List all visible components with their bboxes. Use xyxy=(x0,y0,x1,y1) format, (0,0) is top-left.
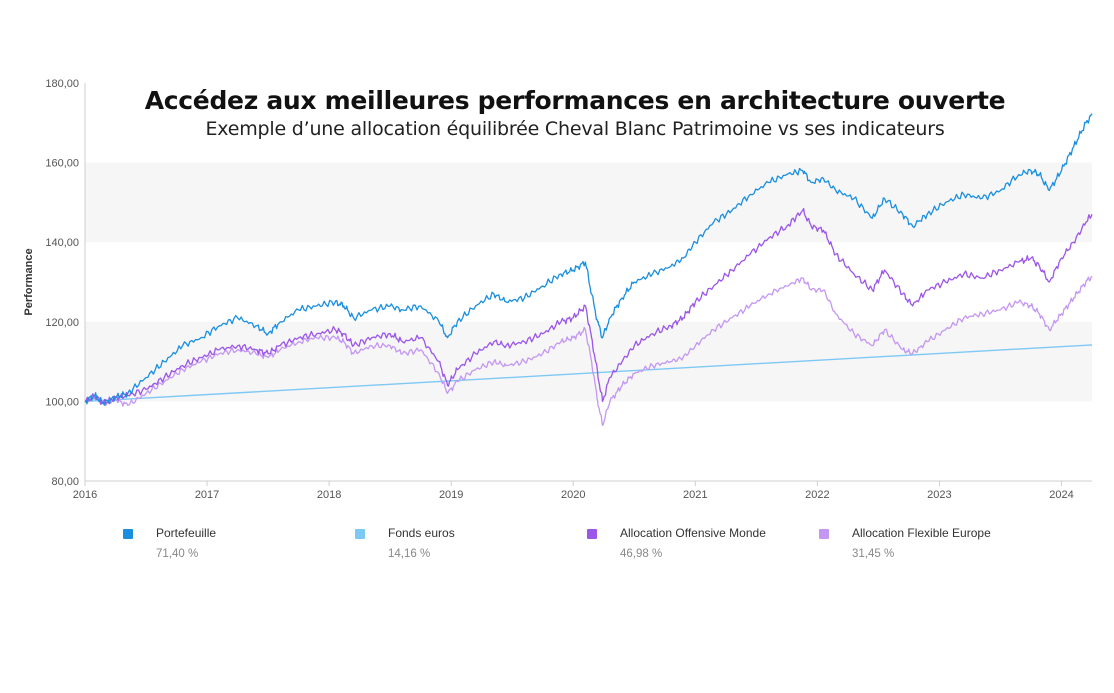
series-line-fonds-euros xyxy=(84,344,1093,403)
x-tick-label: 2017 xyxy=(195,489,219,501)
legend-total: 46,98 % xyxy=(620,548,663,560)
grid-band xyxy=(85,162,1092,243)
x-tick-label: 2019 xyxy=(439,489,463,501)
legend-label: Portefeuille xyxy=(156,526,217,540)
legend-label: Allocation Offensive Monde xyxy=(620,526,766,540)
x-tick-label: 2021 xyxy=(683,489,707,501)
legend: Portefeuille 71,40 % Fonds euros 14,16 %… xyxy=(0,526,1114,576)
x-tick-label: 2024 xyxy=(1049,489,1073,501)
axes xyxy=(84,83,1092,482)
legend-swatch xyxy=(819,529,829,539)
grid-band xyxy=(85,321,1092,402)
y-tick-label: 120,00 xyxy=(45,317,79,329)
y-tick-labels: 80,00 100,00 120,00 140,00 160,00 180,00 xyxy=(45,78,79,488)
y-tick-label: 80,00 xyxy=(51,476,79,488)
x-tick-labels: 2016 2017 2018 2019 2020 2021 2022 2023 2024 xyxy=(73,481,1074,501)
chart-title: Accédez aux meilleures performances en a… xyxy=(144,86,1006,115)
series-line-allocation-flexible-europe xyxy=(84,275,1093,426)
x-tick-label: 2023 xyxy=(927,489,951,501)
y-axis-label: Performance xyxy=(23,248,35,315)
y-tick-label: 100,00 xyxy=(45,396,79,408)
series-line-allocation-offensive-monde xyxy=(84,207,1093,405)
chart-subtitle: Exemple d’une allocation équilibrée Chev… xyxy=(205,118,945,140)
legend-label: Fonds euros xyxy=(388,526,455,540)
series-lines xyxy=(84,113,1093,426)
legend-swatch xyxy=(355,529,365,539)
legend-total: 31,45 % xyxy=(852,548,895,560)
legend-total: 14,16 % xyxy=(388,548,431,560)
y-tick-label: 180,00 xyxy=(45,78,79,90)
grid-bands xyxy=(85,162,1092,402)
series-line-portefeuille xyxy=(84,113,1093,406)
x-tick-label: 2022 xyxy=(805,489,829,501)
y-tick-label: 140,00 xyxy=(45,237,79,249)
x-tick-label: 2016 xyxy=(73,489,97,501)
y-tick-label: 160,00 xyxy=(45,158,79,170)
legend-swatch xyxy=(123,529,133,539)
legend-total: 71,40 % xyxy=(156,548,199,560)
x-tick-label: 2018 xyxy=(317,489,341,501)
legend-swatch xyxy=(587,529,597,539)
legend-label: Allocation Flexible Europe xyxy=(852,526,991,540)
x-tick-label: 2020 xyxy=(561,489,585,501)
